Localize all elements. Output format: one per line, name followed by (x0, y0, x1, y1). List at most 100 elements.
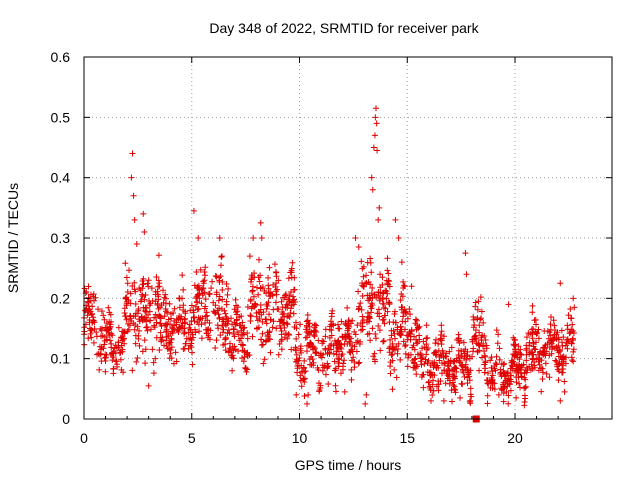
data-point (562, 342, 569, 349)
data-point (136, 316, 143, 323)
data-point (513, 379, 520, 386)
data-point (251, 302, 258, 309)
data-point (565, 312, 572, 319)
data-point (551, 322, 558, 329)
data-point (529, 331, 536, 338)
data-point (305, 391, 312, 398)
data-point (354, 322, 361, 329)
data-point (570, 358, 577, 365)
data-point (102, 368, 109, 375)
data-point (317, 382, 324, 389)
data-point (127, 313, 134, 320)
data-point (147, 317, 154, 324)
data-point (215, 297, 222, 304)
data-point (384, 280, 391, 287)
data-point (196, 287, 203, 294)
data-point (455, 347, 462, 354)
data-point (336, 356, 343, 363)
data-point (278, 328, 285, 334)
data-point (301, 393, 308, 400)
data-point (304, 334, 311, 341)
data-point (231, 343, 238, 350)
data-point (140, 275, 147, 282)
data-point (302, 368, 309, 375)
data-point (285, 296, 292, 303)
data-point (432, 340, 439, 347)
data-point (427, 397, 434, 404)
data-point (311, 327, 318, 334)
data-point (206, 336, 213, 343)
data-point (89, 303, 96, 310)
data-point (278, 298, 285, 305)
y-tick-label: 0 (62, 411, 70, 427)
data-point (258, 235, 265, 241)
data-point (88, 334, 95, 341)
data-point (108, 349, 115, 356)
data-point (324, 360, 331, 367)
data-point (165, 332, 172, 339)
data-point (461, 355, 468, 362)
data-point (168, 355, 175, 362)
data-point (488, 364, 495, 371)
data-point (129, 150, 136, 157)
data-point (477, 294, 484, 301)
data-point (235, 348, 242, 355)
data-point (359, 293, 366, 300)
data-point (555, 342, 562, 349)
data-point (176, 313, 183, 320)
data-point (449, 373, 456, 380)
data-point (442, 380, 449, 387)
data-point (388, 327, 395, 334)
data-point (153, 273, 160, 280)
data-point (521, 399, 528, 406)
data-point (391, 310, 398, 317)
data-point (402, 350, 409, 357)
data-point (255, 274, 262, 281)
data-point (397, 356, 404, 363)
data-point (365, 297, 372, 304)
data-point (430, 387, 437, 394)
data-point (196, 328, 203, 335)
data-point (379, 296, 386, 303)
data-point (373, 120, 380, 127)
data-point (397, 297, 404, 304)
data-point (109, 357, 116, 364)
data-point (359, 313, 366, 320)
data-point (335, 345, 342, 352)
data-point (189, 361, 196, 368)
data-point (110, 365, 117, 372)
data-point (441, 367, 448, 374)
data-point (384, 255, 391, 262)
data-point (413, 371, 420, 378)
data-point (398, 328, 405, 335)
data-point (489, 368, 496, 375)
data-point (374, 147, 381, 154)
data-point (458, 362, 465, 369)
data-point (564, 336, 571, 343)
data-point (202, 326, 209, 333)
data-point (549, 343, 556, 350)
data-point (417, 355, 424, 362)
data-point (553, 331, 560, 338)
data-point (345, 317, 352, 324)
data-point (171, 326, 178, 333)
data-point (530, 340, 537, 347)
data-point (529, 302, 536, 309)
x-tick-label: 15 (399, 430, 415, 446)
data-point (117, 356, 124, 363)
data-point (405, 354, 412, 361)
data-point (537, 348, 544, 355)
data-point (386, 283, 393, 290)
data-point (219, 296, 226, 303)
data-point (189, 349, 196, 356)
data-point (469, 338, 476, 345)
data-point (500, 390, 507, 397)
data-point (111, 345, 118, 352)
data-point (370, 353, 377, 360)
data-point (142, 346, 149, 353)
data-point (237, 322, 244, 329)
data-point (249, 287, 256, 294)
data-point (419, 353, 426, 360)
data-point (335, 321, 342, 328)
data-point (400, 338, 407, 345)
